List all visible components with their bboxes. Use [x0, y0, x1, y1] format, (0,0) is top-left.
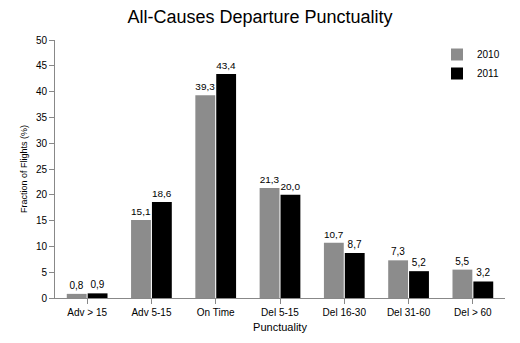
svg-text:5: 5 — [41, 267, 47, 278]
svg-text:Del > 60: Del > 60 — [454, 307, 492, 318]
svg-text:3,2: 3,2 — [476, 267, 490, 278]
svg-text:15,1: 15,1 — [131, 206, 151, 217]
svg-text:On Time: On Time — [197, 307, 235, 318]
svg-text:Del 16-30: Del 16-30 — [323, 307, 367, 318]
svg-text:Fraction of Flights (%): Fraction of Flights (%) — [19, 125, 29, 213]
svg-text:30: 30 — [36, 138, 48, 149]
svg-text:0,9: 0,9 — [90, 279, 104, 290]
svg-text:All-Causes Departure Punctuali: All-Causes Departure Punctuality — [127, 7, 392, 27]
svg-text:40: 40 — [36, 86, 48, 97]
svg-text:21,3: 21,3 — [260, 174, 280, 185]
svg-text:5,2: 5,2 — [412, 257, 426, 268]
svg-text:Punctuality: Punctuality — [253, 321, 307, 333]
svg-text:8,7: 8,7 — [348, 239, 362, 250]
svg-text:5,5: 5,5 — [455, 256, 469, 267]
svg-text:Del 31-60: Del 31-60 — [387, 307, 431, 318]
svg-text:20: 20 — [36, 189, 48, 200]
svg-text:0,8: 0,8 — [70, 280, 84, 291]
svg-text:7,3: 7,3 — [391, 246, 405, 257]
svg-text:Adv > 15: Adv > 15 — [67, 307, 107, 318]
svg-text:2010: 2010 — [477, 49, 500, 60]
svg-text:10: 10 — [36, 241, 48, 252]
svg-text:Adv 5-15: Adv 5-15 — [131, 307, 171, 318]
svg-text:45: 45 — [36, 60, 48, 71]
svg-text:0: 0 — [41, 293, 47, 304]
svg-text:18,6: 18,6 — [152, 188, 172, 199]
svg-text:43,4: 43,4 — [216, 60, 236, 71]
svg-text:10,7: 10,7 — [324, 229, 344, 240]
svg-text:15: 15 — [36, 215, 48, 226]
svg-text:50: 50 — [36, 35, 48, 46]
svg-text:20,0: 20,0 — [281, 181, 301, 192]
svg-text:25: 25 — [36, 164, 48, 175]
svg-text:35: 35 — [36, 112, 48, 123]
svg-text:39,3: 39,3 — [195, 81, 215, 92]
svg-text:Del 5-15: Del 5-15 — [261, 307, 299, 318]
svg-text:2011: 2011 — [477, 68, 499, 79]
